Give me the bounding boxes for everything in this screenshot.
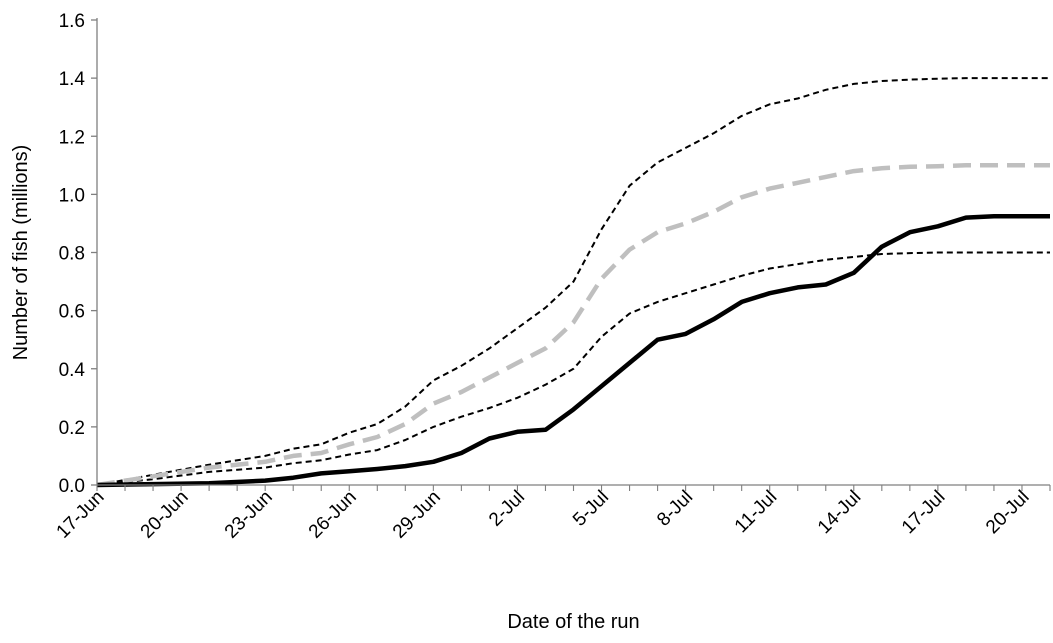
plot-lines (96, 77, 1050, 488)
x-tick-label: 20-Jun (137, 487, 193, 543)
x-tick-label: 29-Jun (389, 487, 445, 543)
series-line-dashed-black-thin-upper (96, 77, 1050, 486)
series-line-solid-black-thick (96, 213, 1050, 488)
x-tick-label: 26-Jun (305, 487, 361, 543)
y-axis-title: Number of fish (millions) (10, 145, 32, 361)
y-tick-label: 0.6 (59, 302, 85, 323)
x-tick-label: 14-Jul (814, 487, 865, 538)
x-tick-label: 23-Jun (221, 487, 277, 543)
y-tick-label: 0.2 (59, 418, 85, 439)
series-line-dashed-gray-thick (96, 163, 1050, 488)
y-tick-label: 1.6 (59, 11, 85, 32)
x-tick-label: 17-Jul (898, 487, 949, 538)
x-tick-label: 20-Jul (982, 487, 1033, 538)
series-line-dashed-black-thin-lower (96, 251, 1050, 486)
axes (96, 18, 1050, 486)
y-tick-label: 1.4 (59, 69, 86, 90)
x-tick-label: 8-Jul (653, 487, 697, 531)
y-tick-label: 0.4 (59, 360, 86, 381)
y-tick-label: 0.0 (59, 476, 85, 497)
y-axis-ticks: 0.0 0.2 0.4 0.6 0.8 1.0 1.2 1.4 1.6 (59, 11, 97, 497)
x-tick-label: 11-Jul (731, 487, 781, 537)
x-axis-ticks: 17-Jun 20-Jun 23-Jun 26-Jun 29-Jun 2-Jul 5-Jul… (53, 485, 1051, 543)
x-tick-label: 2-Jul (485, 487, 529, 531)
y-tick-label: 1.0 (59, 185, 85, 206)
y-tick-label: 0.8 (59, 244, 85, 265)
x-axis-title: Date of the run (507, 611, 639, 633)
y-tick-label: 1.2 (59, 127, 85, 148)
x-tick-label: 5-Jul (569, 487, 613, 531)
